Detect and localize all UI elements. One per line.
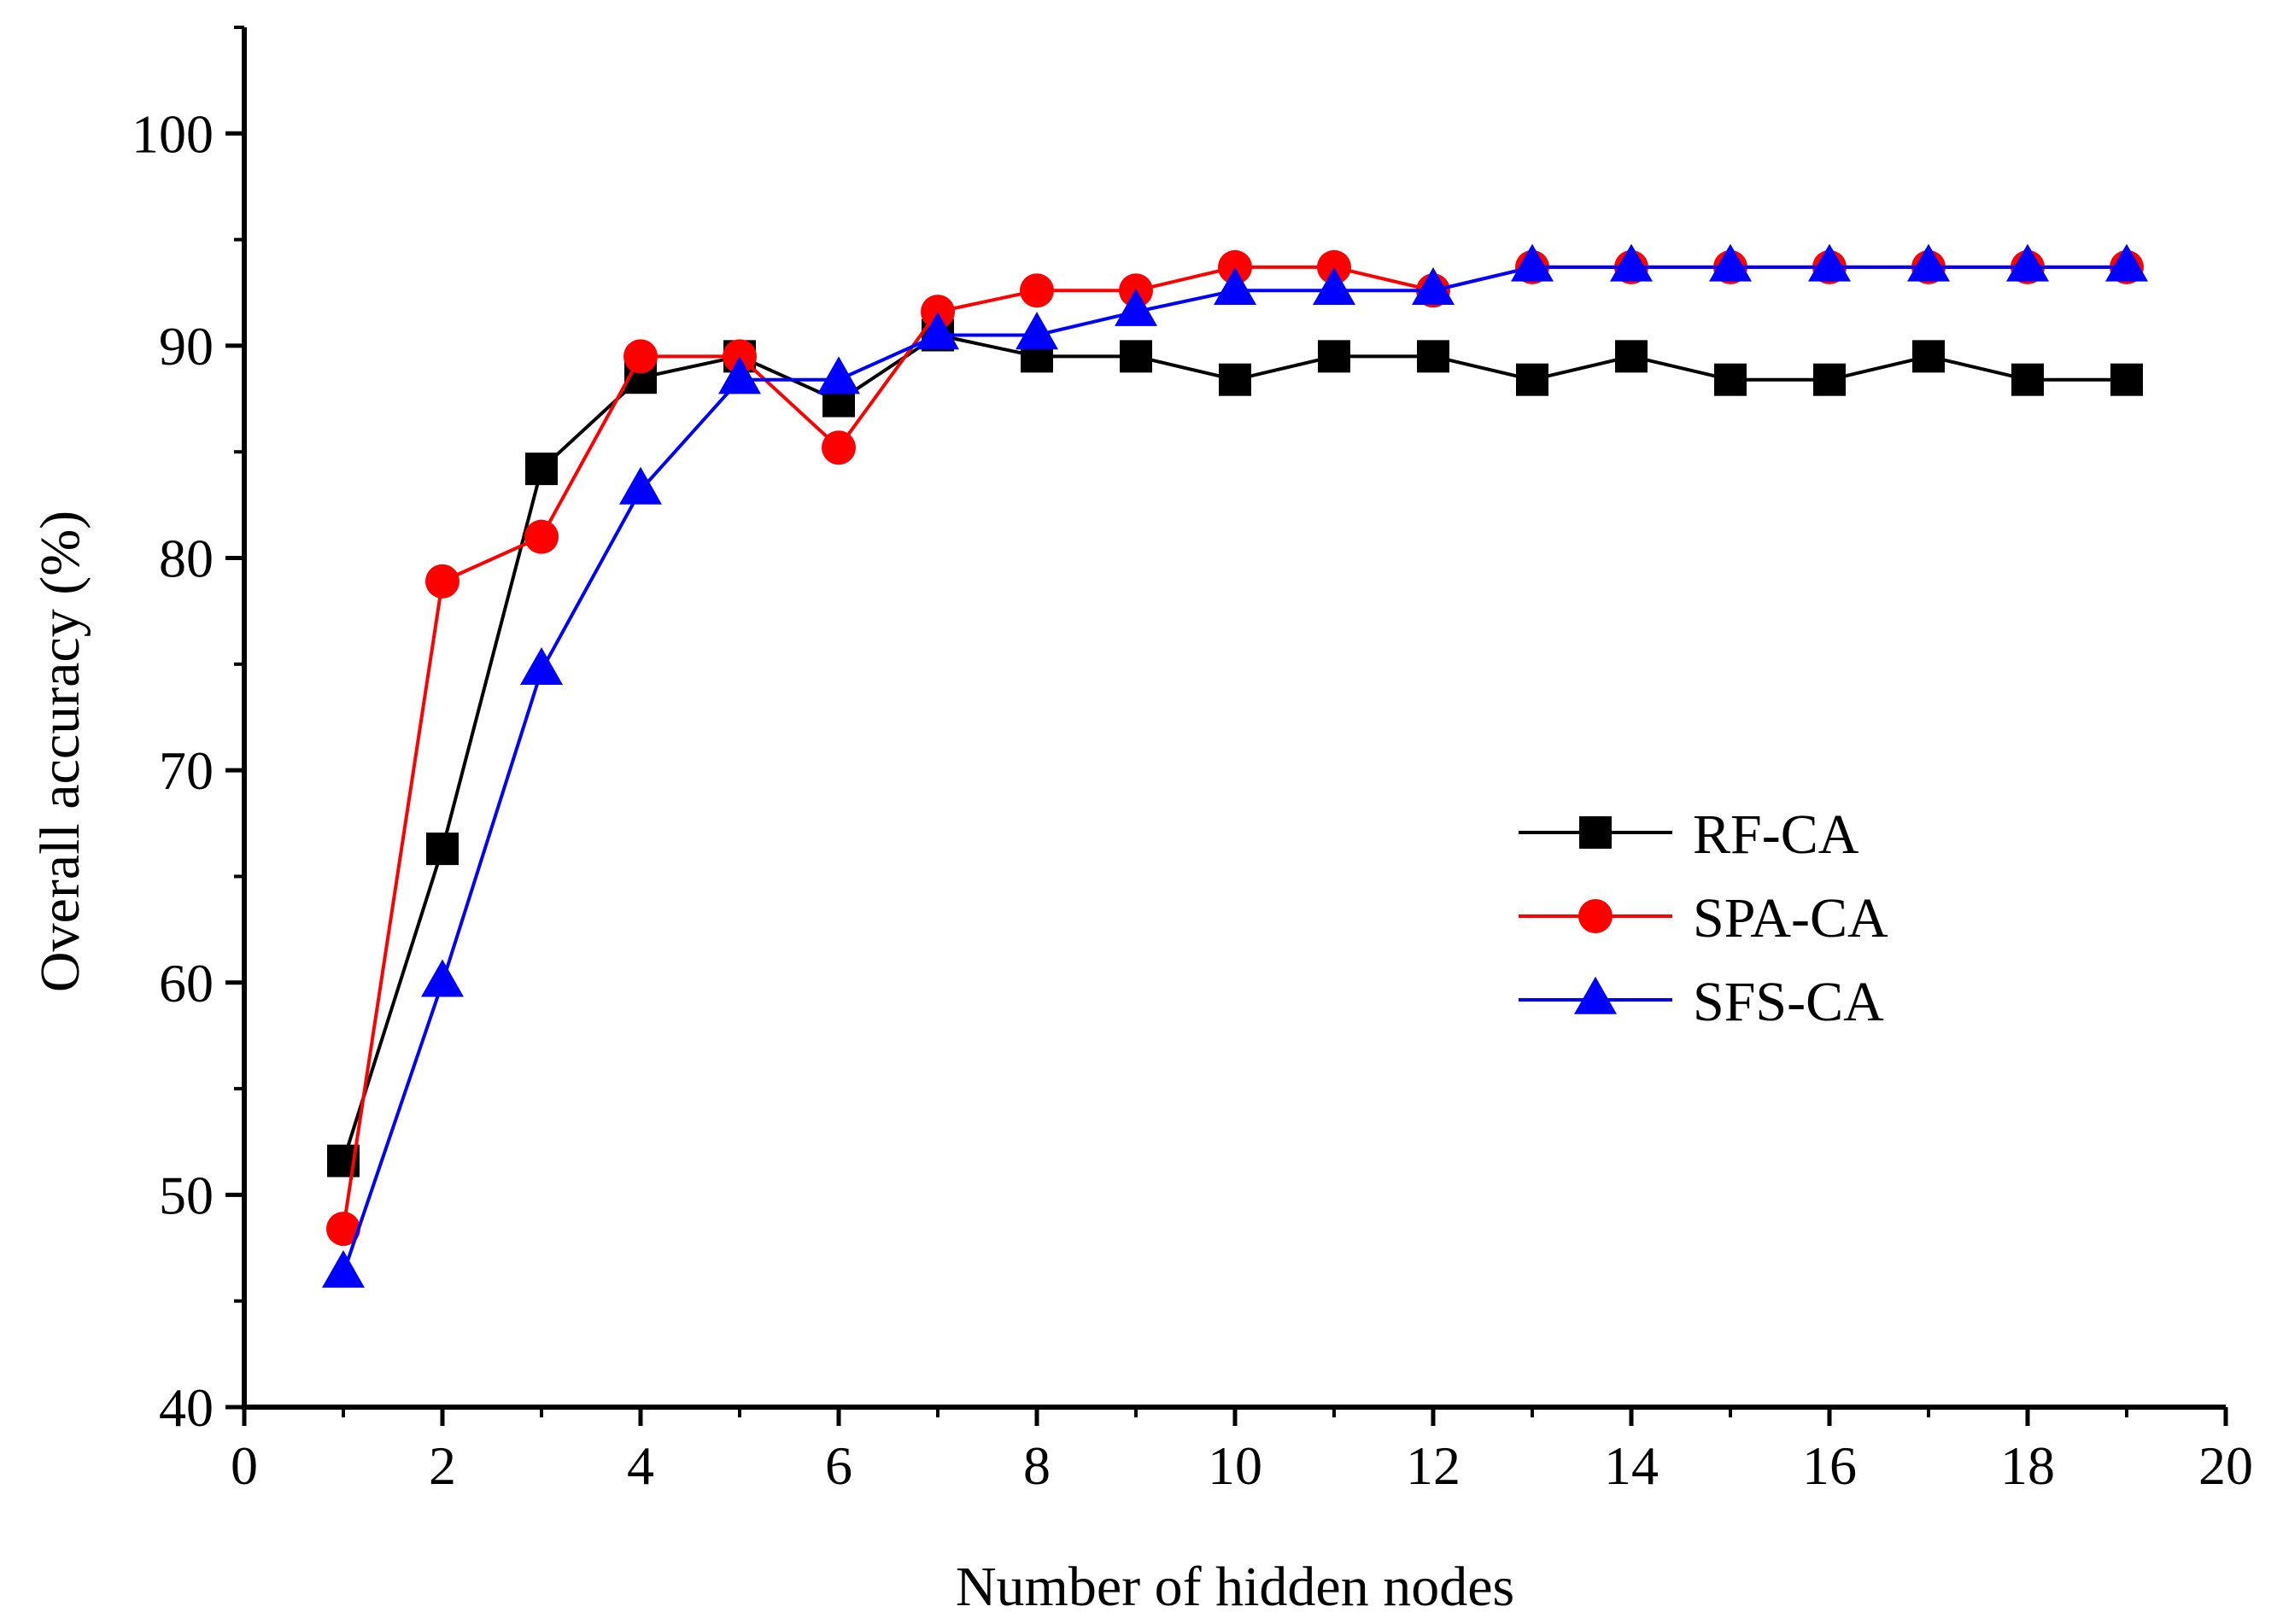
data-point-sfs-ca-15 — [1709, 243, 1752, 282]
data-point-sfs-ca-11 — [1313, 267, 1355, 306]
series-line-spa-ca — [342, 265, 2127, 1230]
axes: 40 50 60 70 80 90 100 0 2 4 6 8 10 12 14 16 18 20 — [132, 26, 2253, 1496]
data-point-spa-ca-11 — [1317, 249, 1351, 284]
data-point-rf-ca-15 — [1714, 363, 1747, 396]
y-tick-label-40: 40 — [159, 1377, 214, 1438]
data-point-sfs-ca-7 — [916, 312, 959, 350]
data-point-sfs-ca-3 — [520, 647, 563, 686]
y-tick-label-60: 60 — [159, 953, 214, 1014]
x-tick-label-16: 16 — [1802, 1435, 1857, 1496]
data-point-spa-ca-7 — [921, 295, 955, 330]
data-point-sfs-ca-10 — [1214, 267, 1256, 306]
data-point-spa-ca-3 — [524, 519, 559, 554]
data-point-rf-ca-18 — [2011, 363, 2044, 396]
data-point-spa-ca-8 — [1020, 273, 1054, 308]
y-axis-title: Overall accuracy (%) — [29, 511, 91, 992]
legend-swatch-marker — [1578, 899, 1613, 933]
data-point-sfs-ca-8 — [1016, 312, 1058, 350]
series-layer — [322, 243, 2148, 1288]
y-tick-label-100: 100 — [132, 103, 214, 164]
series-spa-ca — [326, 249, 2144, 1247]
legend: RF-CA SPA-CA SFS-CA — [1519, 803, 1888, 1033]
data-point-sfs-ca-17 — [1907, 243, 1950, 282]
y-tick-label-90: 90 — [159, 316, 214, 377]
data-point-rf-ca-17 — [1912, 340, 1945, 373]
x-tick-label-6: 6 — [825, 1435, 852, 1496]
data-point-spa-ca-6 — [822, 430, 856, 465]
x-tick-label-2: 2 — [429, 1435, 456, 1496]
legend-label-sfs-ca: SFS-CA — [1693, 971, 1884, 1033]
x-tick-label-18: 18 — [2000, 1435, 2055, 1496]
data-point-rf-ca-9 — [1120, 340, 1152, 373]
data-point-spa-ca-10 — [1218, 249, 1252, 284]
data-point-spa-ca-2 — [425, 564, 459, 599]
data-point-rf-ca-19 — [2110, 363, 2143, 396]
data-point-rf-ca-11 — [1318, 340, 1350, 373]
legend-item-rf-ca: RF-CA — [1519, 803, 1859, 866]
legend-label-rf-ca: RF-CA — [1693, 803, 1859, 866]
data-point-rf-ca-14 — [1615, 340, 1648, 373]
data-point-rf-ca-10 — [1219, 363, 1251, 396]
x-tick-label-10: 10 — [1208, 1435, 1262, 1496]
x-axis-title: Number of hidden nodes — [956, 1556, 1514, 1618]
legend-swatch-marker — [1579, 816, 1612, 849]
legend-label-spa-ca: SPA-CA — [1693, 887, 1888, 949]
data-point-spa-ca-5 — [723, 339, 757, 374]
data-point-sfs-ca-5 — [718, 356, 761, 394]
data-point-sfs-ca-2 — [421, 959, 464, 997]
series-rf-ca — [327, 318, 2143, 1177]
data-point-rf-ca-2 — [426, 832, 459, 866]
data-point-sfs-ca-12 — [1412, 267, 1455, 306]
data-point-sfs-ca-9 — [1115, 288, 1157, 326]
data-point-sfs-ca-19 — [2105, 243, 2148, 282]
legend-item-sfs-ca: SFS-CA — [1519, 971, 1884, 1033]
data-point-rf-ca-16 — [1813, 363, 1846, 396]
x-tick-label-8: 8 — [1023, 1435, 1051, 1496]
series-line-sfs-ca — [342, 265, 2127, 1275]
data-point-rf-ca-12 — [1417, 340, 1449, 373]
legend-swatch-marker — [1574, 976, 1617, 1014]
data-point-sfs-ca-18 — [2006, 243, 2049, 282]
y-tick-label-50: 50 — [159, 1165, 214, 1225]
x-tick-label-0: 0 — [231, 1435, 258, 1496]
y-tick-label-70: 70 — [159, 740, 214, 801]
data-point-sfs-ca-1 — [322, 1250, 365, 1288]
data-point-sfs-ca-13 — [1511, 243, 1554, 282]
x-tick-label-20: 20 — [2198, 1435, 2253, 1496]
legend-item-spa-ca: SPA-CA — [1519, 887, 1888, 949]
series-sfs-ca — [322, 243, 2148, 1288]
data-point-spa-ca-1 — [326, 1212, 360, 1247]
data-point-rf-ca-13 — [1516, 363, 1548, 396]
data-point-sfs-ca-4 — [619, 466, 662, 505]
x-tick-label-12: 12 — [1406, 1435, 1460, 1496]
x-tick-label-4: 4 — [627, 1435, 654, 1496]
y-tick-label-80: 80 — [159, 529, 214, 589]
data-point-sfs-ca-16 — [1808, 243, 1851, 282]
data-point-sfs-ca-6 — [817, 356, 860, 394]
x-tick-label-14: 14 — [1604, 1435, 1659, 1496]
series-line-rf-ca — [342, 333, 2127, 1162]
data-point-rf-ca-3 — [525, 453, 558, 486]
data-point-sfs-ca-14 — [1610, 243, 1653, 282]
data-point-spa-ca-4 — [623, 339, 658, 374]
